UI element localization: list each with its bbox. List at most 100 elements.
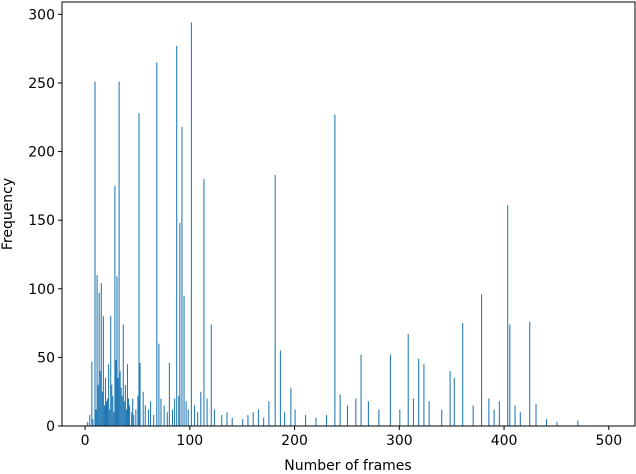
bar bbox=[284, 412, 286, 426]
bar bbox=[418, 358, 420, 426]
bar bbox=[200, 391, 202, 426]
bar bbox=[119, 371, 121, 426]
bar bbox=[92, 419, 94, 426]
bar bbox=[305, 415, 307, 426]
bar bbox=[346, 405, 348, 426]
bar bbox=[355, 398, 357, 426]
bar bbox=[133, 415, 135, 426]
bar bbox=[221, 415, 223, 426]
bar bbox=[102, 316, 104, 426]
bar bbox=[428, 401, 430, 426]
bar bbox=[131, 412, 133, 426]
bar bbox=[472, 405, 474, 426]
y-axis-label: Frequency bbox=[0, 178, 16, 250]
bar bbox=[127, 398, 130, 426]
bar bbox=[488, 398, 490, 426]
bar bbox=[247, 415, 249, 426]
bar bbox=[206, 398, 208, 426]
bar bbox=[279, 350, 281, 426]
bar bbox=[294, 409, 296, 426]
bar bbox=[203, 179, 205, 426]
bar bbox=[125, 409, 127, 426]
bar bbox=[91, 361, 93, 426]
plot-frame bbox=[61, 1, 636, 427]
bar bbox=[441, 409, 443, 426]
bar bbox=[98, 292, 100, 426]
bar bbox=[462, 323, 464, 426]
bar bbox=[493, 409, 495, 426]
x-tick-label: 300 bbox=[386, 433, 413, 449]
bar bbox=[115, 360, 117, 426]
bar bbox=[149, 401, 152, 426]
x-tick-label: 0 bbox=[81, 433, 90, 449]
bar bbox=[110, 316, 112, 426]
bar bbox=[103, 405, 105, 426]
y-tick-label: 50 bbox=[37, 350, 55, 366]
bar bbox=[99, 371, 101, 426]
bar bbox=[121, 395, 123, 426]
bar bbox=[577, 420, 579, 426]
bar bbox=[104, 377, 106, 426]
bar bbox=[509, 324, 511, 426]
bar bbox=[399, 409, 401, 426]
bar bbox=[160, 398, 162, 426]
bar bbox=[142, 391, 144, 426]
bar bbox=[147, 409, 149, 426]
bar bbox=[179, 222, 181, 426]
bar bbox=[171, 409, 174, 426]
bar bbox=[124, 384, 126, 426]
bar bbox=[519, 412, 521, 426]
bar bbox=[449, 371, 451, 426]
bar bbox=[334, 114, 336, 427]
bar bbox=[423, 364, 425, 426]
bar bbox=[226, 412, 228, 426]
bar bbox=[210, 324, 212, 426]
bar bbox=[114, 185, 116, 426]
bar bbox=[274, 174, 276, 426]
bar bbox=[389, 354, 391, 426]
bar bbox=[174, 398, 176, 426]
bar bbox=[481, 294, 483, 426]
bar bbox=[407, 334, 409, 426]
bar bbox=[96, 275, 98, 426]
bar bbox=[498, 401, 500, 426]
bar bbox=[94, 81, 96, 427]
x-axis-label: Number of frames bbox=[284, 458, 411, 474]
bar bbox=[116, 276, 118, 426]
y-tick-label: 150 bbox=[28, 213, 55, 229]
bar bbox=[412, 398, 414, 426]
bar bbox=[109, 409, 111, 426]
bar bbox=[197, 412, 199, 426]
bar bbox=[514, 405, 516, 426]
bar bbox=[89, 415, 91, 426]
bar bbox=[325, 415, 328, 426]
y-tick-label: 300 bbox=[28, 7, 55, 23]
bar bbox=[118, 81, 120, 427]
x-tick-label: 100 bbox=[176, 433, 203, 449]
bar bbox=[132, 398, 134, 426]
bar bbox=[545, 419, 548, 426]
bar bbox=[137, 395, 139, 426]
bar bbox=[108, 364, 110, 426]
bar bbox=[139, 362, 141, 426]
bar bbox=[339, 394, 341, 426]
bar bbox=[166, 412, 168, 426]
bar bbox=[190, 22, 192, 427]
bar bbox=[163, 405, 165, 426]
y-tick-label: 0 bbox=[46, 419, 55, 435]
bar bbox=[453, 377, 455, 426]
bar bbox=[315, 417, 317, 426]
bar bbox=[176, 45, 178, 426]
bar bbox=[117, 377, 119, 426]
bar bbox=[185, 401, 187, 426]
bar bbox=[107, 398, 109, 426]
bar bbox=[290, 387, 292, 426]
x-tick-label: 200 bbox=[281, 433, 308, 449]
bar bbox=[507, 205, 509, 426]
bar bbox=[367, 401, 369, 426]
bar bbox=[242, 419, 244, 426]
bar bbox=[268, 401, 270, 426]
bar bbox=[101, 391, 103, 426]
y-tick-label: 100 bbox=[28, 282, 55, 298]
